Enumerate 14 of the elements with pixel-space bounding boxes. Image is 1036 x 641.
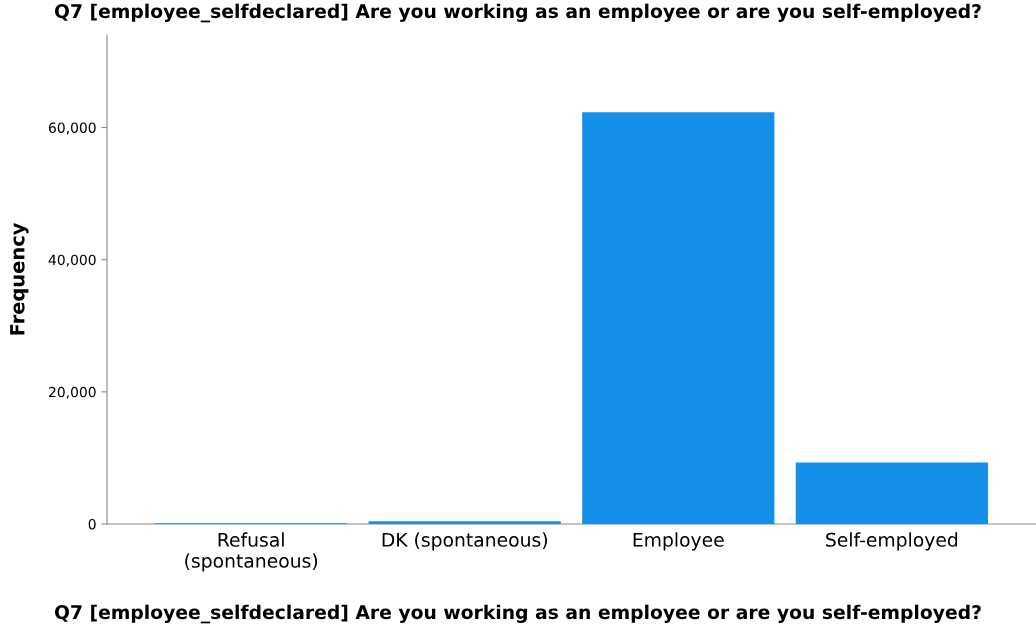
x-axis-title: Q7 [employee_selfdeclared] Are you working as an employee or are you self-employed? bbox=[54, 604, 981, 624]
bar bbox=[368, 521, 561, 524]
y-tick-label: 20,000 bbox=[49, 386, 96, 399]
chart-title: Q7 [employee_selfdeclared] Are you working as an employee or are you self-employed? bbox=[54, 3, 981, 23]
bar bbox=[795, 462, 988, 524]
y-tick-label: 60,000 bbox=[48, 122, 96, 135]
bar bbox=[582, 112, 775, 524]
y-tick-label: 0 bbox=[88, 518, 96, 530]
x-tick-label: Refusal (spontaneous) bbox=[185, 532, 318, 572]
x-tick-label: Self-employed bbox=[826, 532, 958, 551]
y-axis-title: Frequency bbox=[10, 222, 29, 335]
x-tick-label: Employee bbox=[633, 532, 724, 551]
x-tick-label: DK (spontaneous) bbox=[382, 532, 547, 551]
y-tick-label: 40,000 bbox=[48, 254, 96, 267]
